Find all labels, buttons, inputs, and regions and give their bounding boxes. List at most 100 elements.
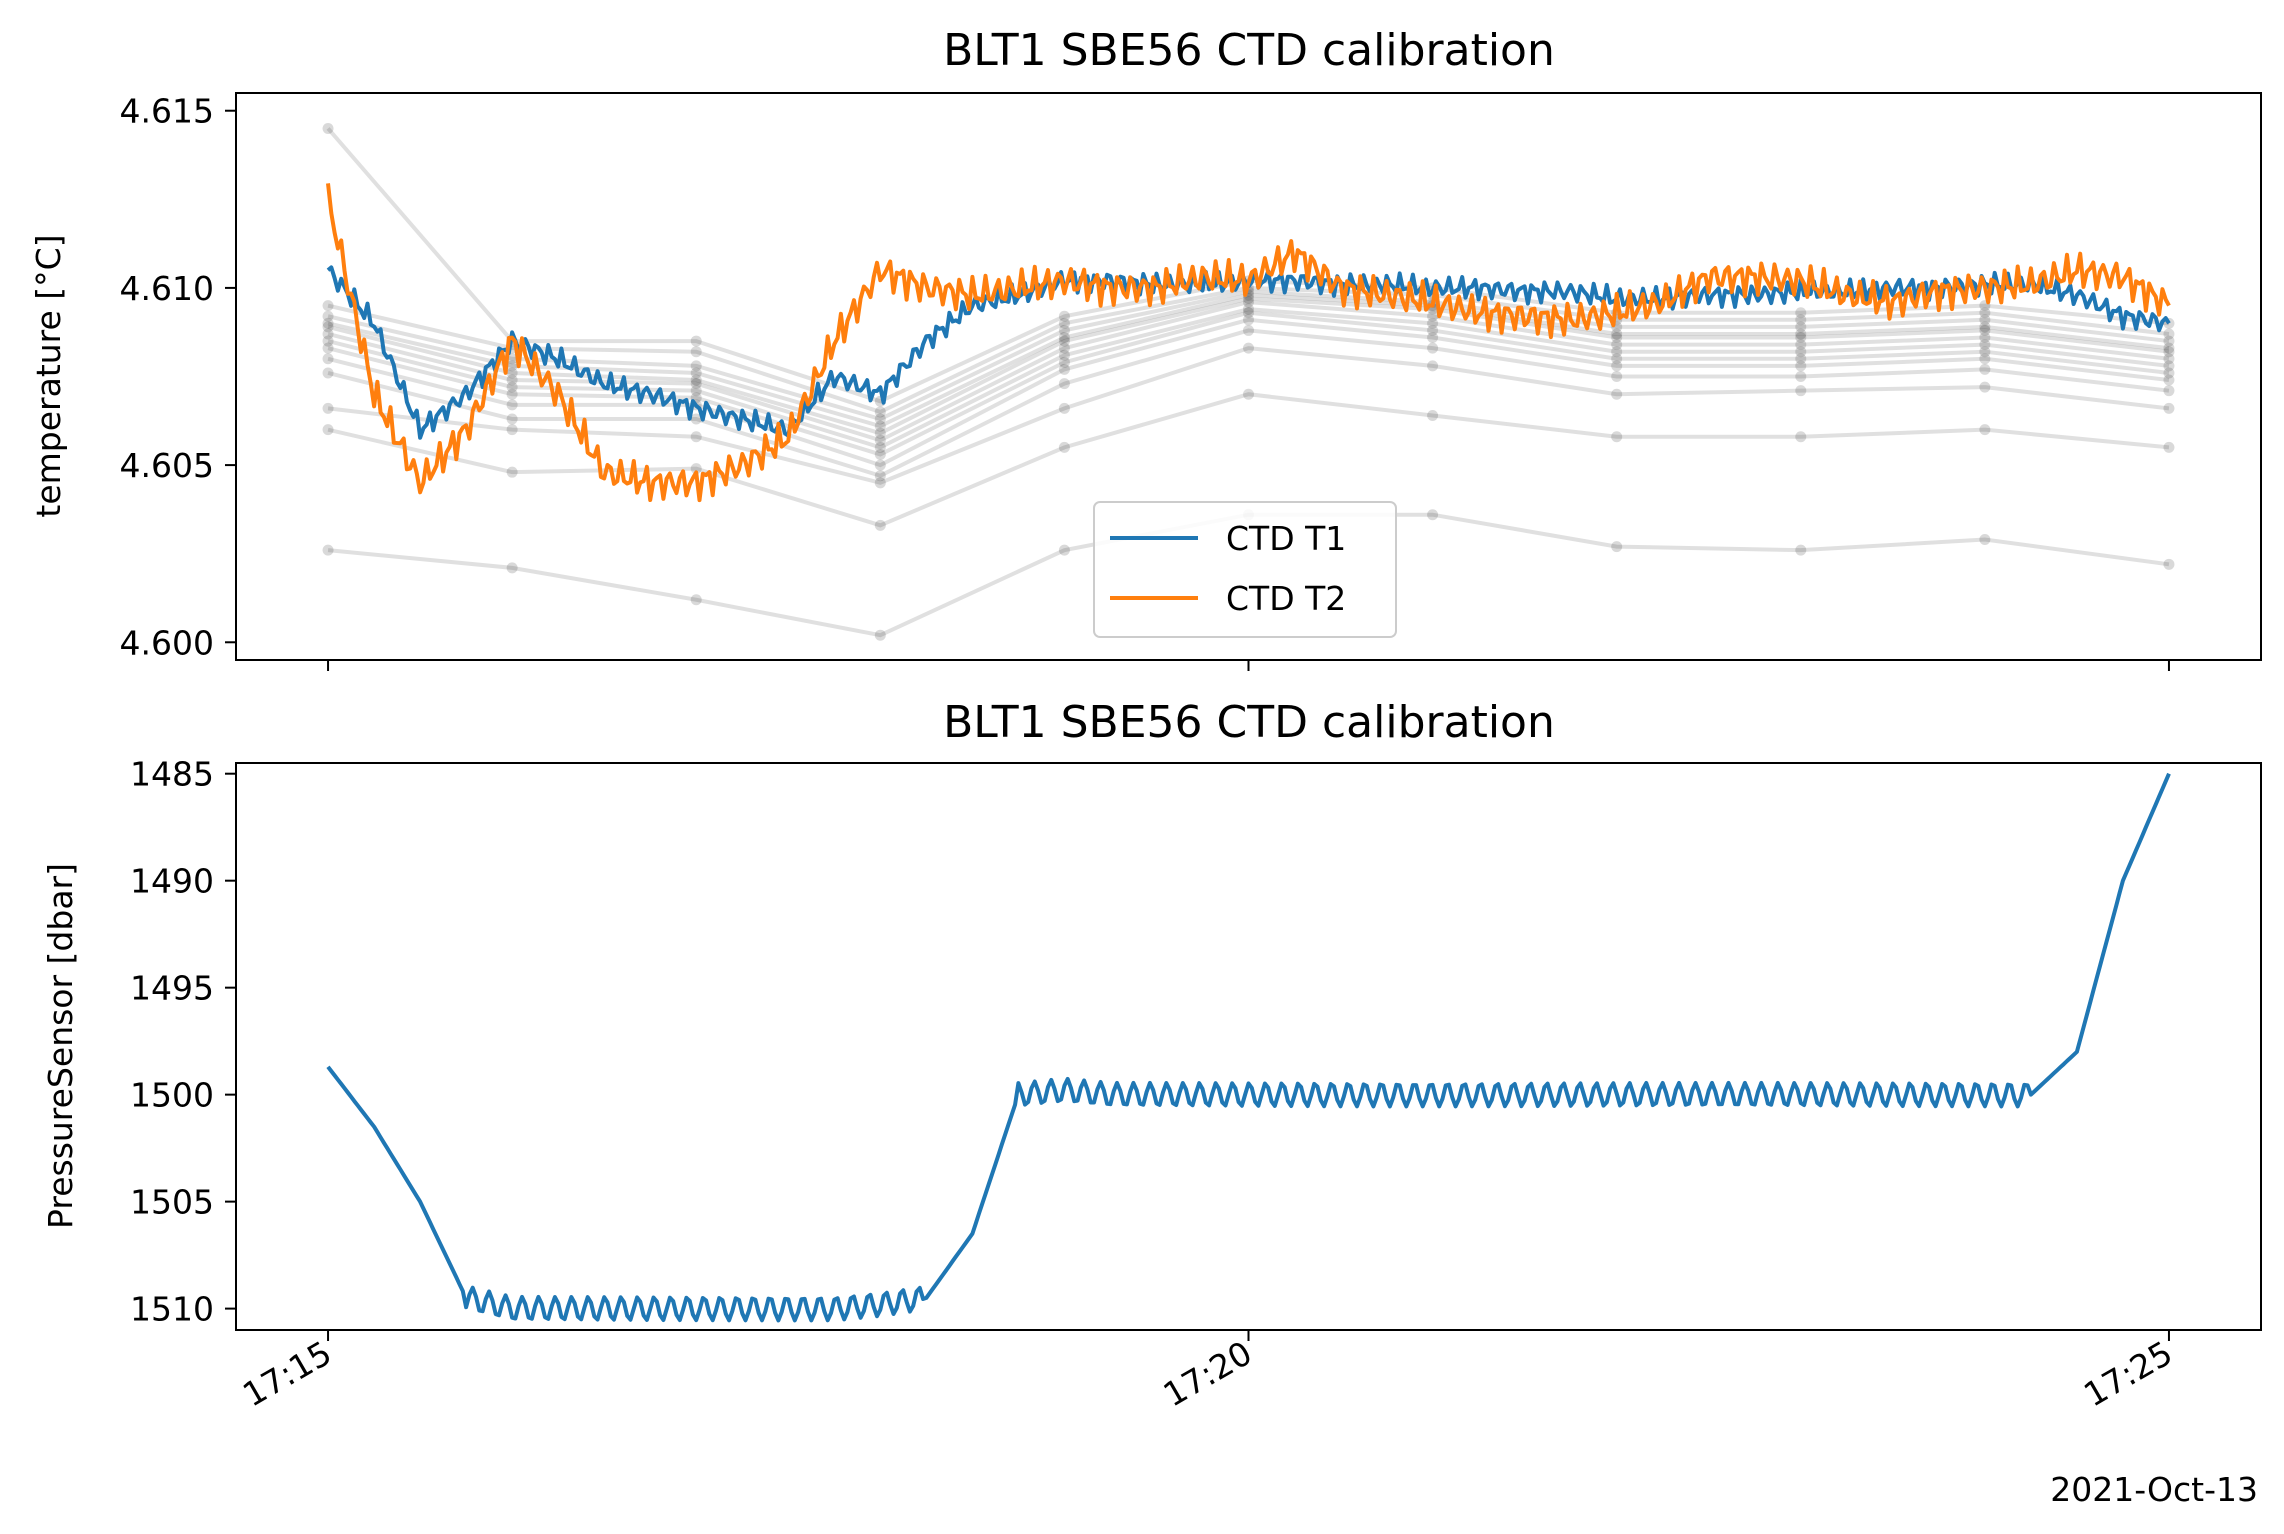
reference-sensor-7 [327, 310, 2170, 457]
reference-sensor-4-point-2 [690, 374, 702, 386]
x-tick-label-1: 17:20 [1157, 1333, 1259, 1414]
reference-sensor-3-point-4 [1058, 332, 1070, 344]
reference-sensor-3-point-10 [2163, 342, 2175, 354]
legend-box [1093, 501, 1397, 638]
reference-sensor-8-point-5 [1243, 314, 1254, 326]
reference-sensor-4-point-9 [1979, 324, 1991, 336]
pressure-y-tick-label-2: 1495 [130, 969, 214, 1008]
reference-sensor-6-point-2 [690, 385, 702, 397]
reference-sensor-6-point-7 [1611, 346, 1623, 358]
pressure-y-tick-label-0: 1485 [130, 755, 214, 794]
reference-sensor-5-point-0 [322, 328, 334, 340]
reference-sensor-8-point-8 [1795, 360, 1807, 372]
reference-sensor-2 [327, 289, 2170, 422]
pressure-panel: BLT1 SBE56 CTD calibration 1485149014951… [41, 697, 2262, 1509]
reference-sensor-8-point-7 [1611, 360, 1623, 372]
reference-sensor-12-point-9 [1979, 534, 1991, 546]
reference-sensor-4-point-3 [874, 427, 886, 439]
reference-sensor-8-point-9 [1979, 353, 1991, 365]
reference-sensor-12-point-0 [322, 544, 334, 556]
reference-sensor-6-point-1 [506, 381, 518, 393]
pressure-series-line [326, 772, 2171, 1323]
reference-sensor-5-point-2 [690, 378, 702, 390]
reference-sensor-10-point-6 [1427, 360, 1439, 372]
reference-sensor-2-point-3 [874, 413, 886, 425]
reference-sensor-9-point-6 [1427, 342, 1439, 354]
reference-sensor-9 [327, 328, 2170, 478]
reference-sensor-6-point-4 [1058, 349, 1070, 361]
reference-sensor-11-point-8 [1795, 431, 1807, 443]
reference-sensor-5-point-1 [506, 374, 518, 386]
y-tick-label-3: 4.615 [120, 92, 214, 131]
reference-sensor-12-point-4 [1058, 544, 1070, 556]
reference-sensor-3-point-1 [506, 360, 518, 372]
reference-sensor-12-point-7 [1611, 541, 1623, 553]
reference-sensor-3-point-8 [1795, 328, 1807, 340]
reference-sensor-2-point-0 [322, 310, 334, 322]
reference-sensor-7-point-7 [1611, 353, 1623, 365]
temperature-x-ticks [327, 660, 2170, 671]
reference-sensor-10-point-10 [2163, 402, 2175, 414]
reference-sensor-5-point-5 [1243, 296, 1254, 308]
reference-sensor-10-point-3 [874, 477, 886, 489]
reference-sensor-12-point-1 [506, 562, 518, 574]
reference-sensor-4-point-8 [1795, 332, 1807, 344]
y-tick-label-2: 4.610 [120, 269, 214, 308]
reference-sensor-0-point-0 [322, 122, 334, 134]
temperature-panel: BLT1 SBE56 CTD calibration 4.6004.6054.6… [29, 25, 2262, 671]
reference-sensor-10 [327, 346, 2170, 485]
pressure-y-ticks: 1485 1490 1495 1500 1505 1510 [130, 755, 236, 1329]
reference-sensor-8-point-10 [2163, 374, 2175, 386]
reference-sensor-2-point-4 [1058, 324, 1070, 336]
reference-sensor-5-point-3 [874, 434, 886, 446]
temperature-y-ticks: 4.600 4.605 4.610 4.615 [120, 92, 236, 662]
reference-sensor-1-point-0 [322, 300, 334, 312]
y-tick-label-0: 4.600 [120, 623, 214, 662]
reference-sensor-11-point-1 [506, 466, 518, 478]
reference-sensor-9-point-3 [874, 470, 886, 482]
reference-sensor-1-point-9 [1979, 307, 1991, 319]
reference-sensor-12-point-2 [690, 594, 702, 606]
reference-sensor-4-point-0 [322, 321, 334, 333]
reference-sensor-7-point-5 [1243, 307, 1254, 319]
reference-sensor-12-point-8 [1795, 544, 1807, 556]
reference-sensor-11-point-7 [1611, 431, 1623, 443]
reference-sensor-1-point-4 [1058, 317, 1070, 329]
reference-sensor-10-point-2 [690, 431, 702, 443]
reference-sensor-10-point-1 [506, 424, 518, 436]
reference-sensor-2-point-8 [1795, 321, 1807, 333]
reference-sensor-11-point-3 [874, 519, 886, 531]
reference-sensor-9-point-4 [1058, 378, 1070, 390]
reference-sensor-4-point-10 [2163, 346, 2175, 358]
pressure-y-tick-label-1: 1490 [130, 862, 214, 901]
reference-sensor-12-point-3 [874, 629, 886, 641]
reference-sensor-10-point-0 [322, 402, 334, 414]
reference-sensor-2-point-2 [690, 360, 702, 372]
reference-sensor-5 [327, 300, 2170, 443]
reference-sensor-11-point-9 [1979, 424, 1991, 436]
reference-sensor-5-point-8 [1795, 339, 1807, 351]
reference-sensor-3-point-9 [1979, 321, 1991, 333]
reference-sensor-11-point-2 [690, 463, 702, 475]
legend-label-ctd-t1: CTD T1 [1226, 519, 1346, 558]
reference-sensor-3 [327, 292, 2170, 429]
reference-sensor-5-point-10 [2163, 353, 2175, 365]
reference-sensor-10-point-9 [1979, 381, 1991, 393]
reference-sensor-11-point-5 [1243, 388, 1254, 400]
temperature-chart-title: BLT1 SBE56 CTD calibration [943, 25, 1555, 76]
y-tick-label-1: 4.605 [120, 446, 214, 485]
reference-sensor-1-point-3 [874, 406, 886, 418]
reference-sensor-9-point-9 [1979, 363, 1991, 375]
ctd-series-lines [326, 183, 2171, 503]
reference-sensor-7-point-0 [322, 342, 334, 354]
reference-sensor-8-point-3 [874, 459, 886, 471]
reference-sensor-12-point-10 [2163, 558, 2175, 570]
reference-sensor-9-point-1 [506, 413, 518, 425]
x-tick-label-0: 17:15 [236, 1333, 338, 1414]
temperature-y-axis-label: temperature [°C] [29, 234, 68, 517]
reference-sensor-10-point-4 [1058, 402, 1070, 414]
series-line-pressure [326, 772, 2171, 1323]
reference-sensor-5-point-7 [1611, 339, 1623, 351]
reference-sensor-10-point-7 [1611, 388, 1623, 400]
